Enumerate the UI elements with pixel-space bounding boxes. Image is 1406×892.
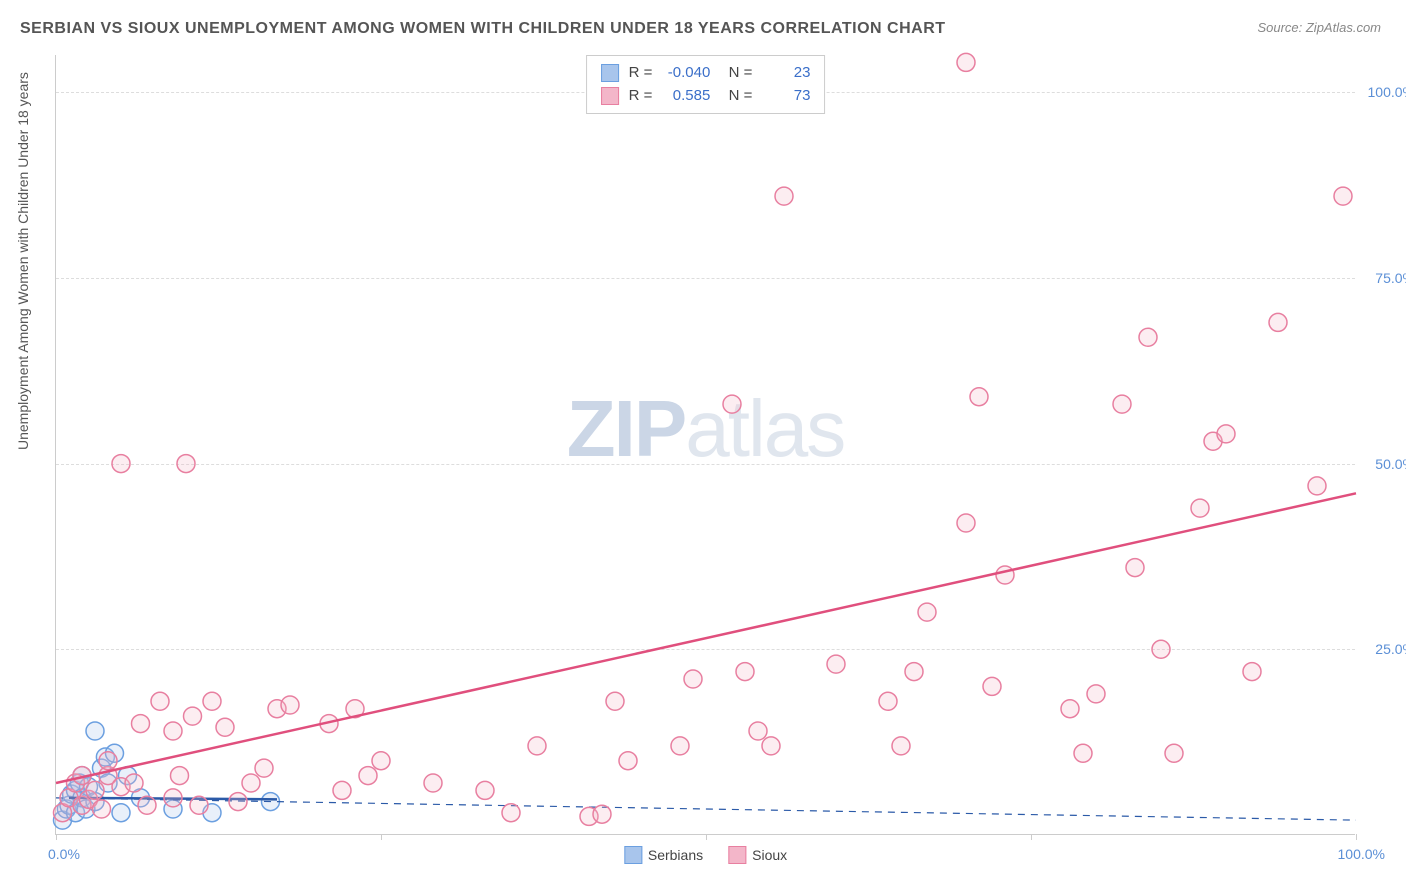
scatter-point bbox=[372, 752, 390, 770]
scatter-point bbox=[151, 692, 169, 710]
scatter-point bbox=[905, 663, 923, 681]
scatter-point bbox=[216, 718, 234, 736]
scatter-point bbox=[749, 722, 767, 740]
scatter-point bbox=[684, 670, 702, 688]
chart-canvas bbox=[56, 55, 1355, 834]
scatter-point bbox=[918, 603, 936, 621]
scatter-point bbox=[892, 737, 910, 755]
scatter-point bbox=[957, 53, 975, 71]
scatter-point bbox=[723, 395, 741, 413]
scatter-point bbox=[112, 455, 130, 473]
xtick-100: 100.0% bbox=[1338, 846, 1385, 862]
scatter-point bbox=[99, 752, 117, 770]
scatter-point bbox=[879, 692, 897, 710]
scatter-point bbox=[1191, 499, 1209, 517]
swatch-serbians bbox=[624, 846, 642, 864]
scatter-point bbox=[86, 781, 104, 799]
plot-area: ZIPatlas 25.0%50.0%75.0%100.0% R = -0.04… bbox=[55, 55, 1355, 835]
scatter-point bbox=[281, 696, 299, 714]
scatter-point bbox=[671, 737, 689, 755]
stat-r-label: R = bbox=[629, 62, 653, 85]
scatter-point bbox=[125, 774, 143, 792]
scatter-point bbox=[827, 655, 845, 673]
scatter-point bbox=[93, 800, 111, 818]
y-axis-label: Unemployment Among Women with Children U… bbox=[15, 72, 31, 450]
scatter-point bbox=[1152, 640, 1170, 658]
scatter-point bbox=[1334, 187, 1352, 205]
trend-line bbox=[56, 798, 1356, 820]
swatch-serbians bbox=[601, 64, 619, 82]
stat-n-serbians: 23 bbox=[762, 62, 810, 85]
scatter-point bbox=[255, 759, 273, 777]
source-label: Source: ZipAtlas.com bbox=[1257, 20, 1381, 35]
legend-label-serbians: Serbians bbox=[648, 847, 703, 863]
scatter-point bbox=[619, 752, 637, 770]
scatter-point bbox=[775, 187, 793, 205]
ytick-label: 25.0% bbox=[1375, 641, 1406, 657]
scatter-point bbox=[177, 455, 195, 473]
legend-item-sioux: Sioux bbox=[728, 846, 787, 864]
scatter-point bbox=[957, 514, 975, 532]
scatter-point bbox=[1243, 663, 1261, 681]
scatter-point bbox=[1165, 744, 1183, 762]
ytick-label: 50.0% bbox=[1375, 456, 1406, 472]
scatter-point bbox=[184, 707, 202, 725]
scatter-point bbox=[229, 793, 247, 811]
scatter-point bbox=[138, 796, 156, 814]
legend-label-sioux: Sioux bbox=[752, 847, 787, 863]
scatter-point bbox=[983, 677, 1001, 695]
scatter-point bbox=[190, 796, 208, 814]
scatter-point bbox=[1269, 313, 1287, 331]
swatch-sioux bbox=[601, 87, 619, 105]
scatter-point bbox=[359, 767, 377, 785]
scatter-point bbox=[1087, 685, 1105, 703]
scatter-point bbox=[171, 767, 189, 785]
legend-item-serbians: Serbians bbox=[624, 846, 703, 864]
stat-n-label: N = bbox=[720, 62, 752, 85]
stats-row-serbians: R = -0.040 N = 23 bbox=[601, 62, 811, 85]
scatter-point bbox=[1139, 328, 1157, 346]
scatter-point bbox=[1126, 559, 1144, 577]
scatter-point bbox=[528, 737, 546, 755]
scatter-point bbox=[1217, 425, 1235, 443]
scatter-point bbox=[333, 781, 351, 799]
stat-r-serbians: -0.040 bbox=[662, 62, 710, 85]
stats-row-sioux: R = 0.585 N = 73 bbox=[601, 85, 811, 108]
scatter-point bbox=[736, 663, 754, 681]
stat-n-label: N = bbox=[720, 85, 752, 108]
scatter-point bbox=[132, 715, 150, 733]
scatter-point bbox=[112, 804, 130, 822]
scatter-point bbox=[164, 722, 182, 740]
scatter-point bbox=[164, 789, 182, 807]
stat-r-sioux: 0.585 bbox=[662, 85, 710, 108]
stat-n-sioux: 73 bbox=[762, 85, 810, 108]
xtick-0: 0.0% bbox=[48, 846, 80, 862]
chart-title: SERBIAN VS SIOUX UNEMPLOYMENT AMONG WOME… bbox=[20, 20, 946, 38]
scatter-point bbox=[970, 388, 988, 406]
scatter-point bbox=[203, 692, 221, 710]
scatter-point bbox=[242, 774, 260, 792]
scatter-point bbox=[424, 774, 442, 792]
trend-line bbox=[56, 493, 1356, 783]
ytick-label: 100.0% bbox=[1368, 84, 1406, 100]
swatch-sioux bbox=[728, 846, 746, 864]
scatter-point bbox=[593, 805, 611, 823]
scatter-point bbox=[1308, 477, 1326, 495]
bottom-legend: Serbians Sioux bbox=[624, 846, 787, 864]
scatter-point bbox=[996, 566, 1014, 584]
scatter-point bbox=[86, 722, 104, 740]
scatter-point bbox=[502, 804, 520, 822]
ytick-label: 75.0% bbox=[1375, 270, 1406, 286]
stats-legend: R = -0.040 N = 23 R = 0.585 N = 73 bbox=[586, 55, 826, 114]
stat-r-label: R = bbox=[629, 85, 653, 108]
scatter-point bbox=[1113, 395, 1131, 413]
scatter-point bbox=[1061, 700, 1079, 718]
scatter-point bbox=[476, 781, 494, 799]
scatter-point bbox=[762, 737, 780, 755]
scatter-point bbox=[1074, 744, 1092, 762]
scatter-point bbox=[606, 692, 624, 710]
